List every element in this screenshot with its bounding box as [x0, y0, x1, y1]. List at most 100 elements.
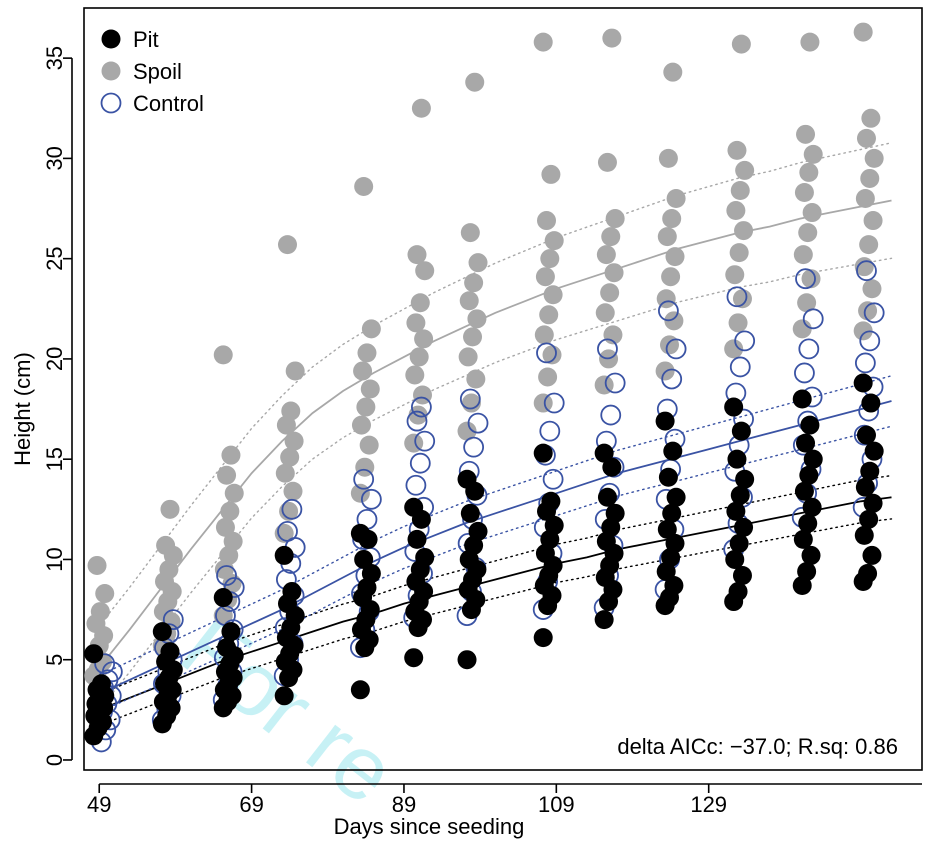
- pit-point: [404, 497, 424, 517]
- spoil-point: [658, 148, 678, 168]
- spoil-point: [213, 345, 233, 365]
- pit-point: [797, 561, 817, 581]
- spoil-point: [864, 148, 884, 168]
- pit-point: [407, 529, 427, 549]
- pit-point: [350, 523, 370, 543]
- pit-point: [798, 513, 818, 533]
- control-point: [409, 452, 431, 474]
- spoil-point: [793, 245, 813, 265]
- spoil-point: [855, 189, 875, 208]
- x-tick-label: 89: [392, 792, 416, 817]
- model-annotation: delta AICc: −37.0; R.sq: 0.86: [617, 734, 898, 759]
- x-tick-label: 49: [87, 792, 111, 817]
- spoil-point: [797, 293, 817, 313]
- pit-point: [468, 521, 488, 541]
- pit-point: [84, 644, 104, 664]
- control-point: [859, 330, 881, 352]
- spoil-point: [730, 180, 750, 200]
- pit-point: [724, 397, 744, 417]
- control-point: [539, 420, 561, 442]
- y-tick-label: 5: [42, 654, 67, 666]
- pit-point: [415, 547, 435, 567]
- spoil-point: [858, 301, 878, 321]
- spoil-point: [463, 327, 483, 347]
- spoil-point: [405, 365, 425, 385]
- pit-point: [597, 487, 617, 507]
- spoil-point: [359, 435, 379, 455]
- control-point: [726, 286, 748, 308]
- pit-point: [160, 642, 180, 662]
- control-point: [216, 565, 237, 586]
- y-tick-label: 35: [42, 46, 67, 70]
- pit-point: [728, 582, 748, 602]
- spoil-point: [414, 329, 434, 349]
- y-tick-label: 15: [42, 447, 67, 471]
- spoil-point: [602, 28, 622, 48]
- control-point: [101, 661, 123, 683]
- pit-point: [657, 519, 677, 539]
- control-point: [600, 404, 622, 426]
- pit-point: [856, 425, 876, 445]
- pit-point: [793, 529, 813, 549]
- pit-point: [734, 517, 754, 537]
- control-point: [542, 468, 564, 490]
- x-tick-label: 129: [690, 792, 727, 817]
- spoil-point: [87, 555, 107, 575]
- spoil-point: [859, 235, 879, 255]
- pit-point: [799, 465, 819, 485]
- pit-point: [725, 549, 745, 569]
- spoil-point: [533, 32, 553, 52]
- pit-point: [855, 477, 875, 497]
- spoil-point: [856, 128, 876, 148]
- control-point: [277, 520, 298, 542]
- spoil-point: [663, 62, 683, 82]
- spoil-point: [277, 235, 297, 255]
- pit-point: [862, 545, 882, 565]
- pit-point: [800, 415, 820, 435]
- spoil-point: [464, 273, 484, 293]
- spoil-point: [792, 319, 812, 339]
- control-point: [467, 412, 489, 434]
- spoil-point: [534, 325, 554, 345]
- spoil-point: [853, 22, 873, 42]
- control-point: [353, 468, 375, 490]
- pit-point: [594, 610, 614, 630]
- control-point: [162, 609, 184, 631]
- y-tick-label: 20: [42, 347, 67, 371]
- spoil-point: [284, 431, 304, 451]
- control-point: [734, 330, 756, 352]
- legend-marker-control: [100, 92, 122, 114]
- legend-marker-pit: [101, 29, 121, 49]
- pit-point: [361, 563, 381, 583]
- pit-point: [274, 686, 294, 706]
- pit-point: [221, 622, 241, 642]
- spoil-point: [725, 265, 745, 285]
- spoil-point: [361, 319, 381, 339]
- pit-point: [863, 493, 883, 513]
- spoil-point: [662, 209, 682, 229]
- spoil-ci-band: [98, 142, 893, 627]
- pit-point: [864, 441, 884, 461]
- pit-point: [801, 545, 821, 565]
- legend: Pit Spoil Control: [100, 27, 204, 116]
- pit-point: [803, 449, 823, 469]
- pit-point: [861, 393, 881, 413]
- spoil-point: [354, 176, 374, 196]
- pit-point: [802, 497, 822, 517]
- spoil-point: [356, 397, 376, 417]
- control-point: [665, 338, 687, 360]
- spoil-point: [862, 279, 882, 299]
- spoil-point: [279, 501, 299, 521]
- control-point: [798, 338, 820, 360]
- legend-label-control: Control: [133, 91, 204, 116]
- spoil-point: [794, 182, 814, 202]
- pit-point: [727, 449, 747, 469]
- control-point: [360, 488, 382, 510]
- control-point: [463, 436, 485, 458]
- spoil-point: [535, 267, 555, 287]
- spoil-point: [541, 164, 561, 184]
- spoil-point: [537, 211, 557, 231]
- pit-point: [858, 563, 878, 583]
- pit-point: [664, 576, 684, 596]
- spoil-point: [95, 584, 115, 604]
